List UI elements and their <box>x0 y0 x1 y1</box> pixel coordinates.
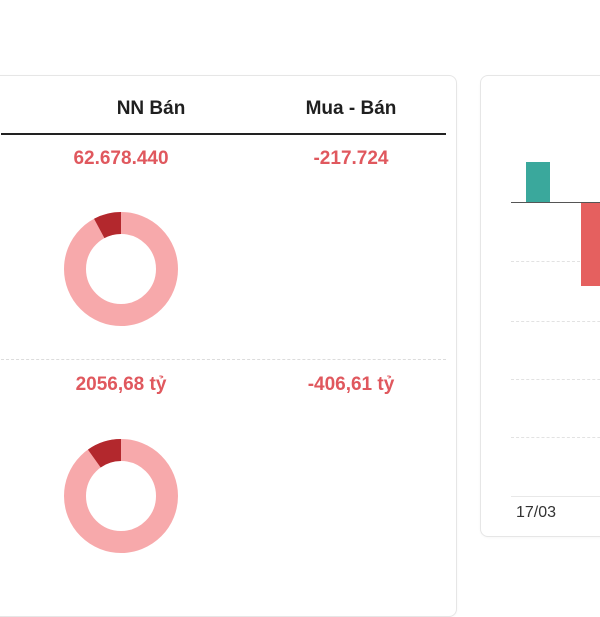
header-divider <box>1 133 446 135</box>
row-divider <box>1 359 446 360</box>
row1-mua-ban-value: -217.724 <box>313 148 389 169</box>
bar-positive <box>526 162 550 202</box>
x-axis <box>511 496 600 497</box>
gridline <box>511 321 600 322</box>
row1-nn-ban-value: 62.678.440 <box>73 148 169 169</box>
donut-sell-segment <box>64 439 178 553</box>
gridline <box>511 261 600 262</box>
row1-donut-chart <box>64 212 178 326</box>
foreign-trading-card: NN Bán Mua - Bán 62.678.440 -217.724 205… <box>0 75 457 617</box>
donut-buy-segment <box>64 212 178 326</box>
row2-mua-ban-value: -406,61 tỷ <box>307 374 395 395</box>
gridline <box>511 437 600 438</box>
column-header-mua-ban: Mua - Bán <box>305 98 397 119</box>
column-header-nn-ban: NN Bán <box>116 98 186 119</box>
row2-donut-chart <box>64 439 178 553</box>
donut-sell-segment <box>64 212 178 326</box>
donut-buy-segment <box>64 439 178 553</box>
bar-negative <box>581 202 600 286</box>
gridline <box>511 379 600 380</box>
row2-nn-ban-value: 2056,68 tỷ <box>75 374 167 395</box>
net-flow-chart-card: 17/03 <box>480 75 600 537</box>
x-tick-label: 17/03 <box>516 504 557 521</box>
zero-baseline <box>511 202 600 203</box>
